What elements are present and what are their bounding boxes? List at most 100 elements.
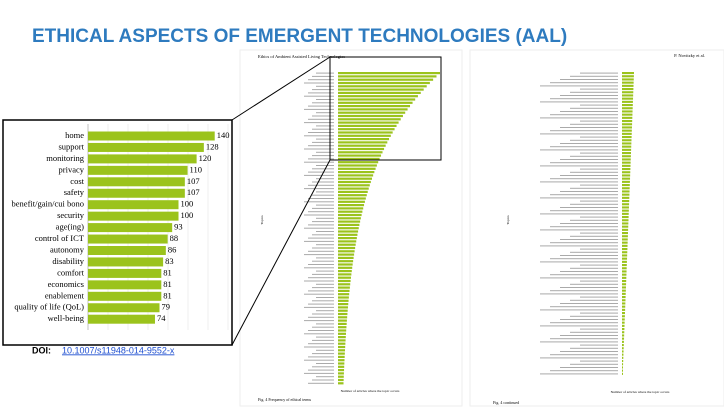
- thumbnail-bar: [338, 184, 370, 187]
- thumbnail-bar: [622, 216, 629, 219]
- thumbnail-bar: [622, 212, 629, 215]
- thumbnail-bar: [622, 78, 634, 81]
- thumbnail-bar: [622, 203, 630, 206]
- thumbnail-label: [304, 148, 334, 150]
- thumbnail-bar: [338, 114, 403, 118]
- thumbnail-label: [316, 244, 334, 246]
- thumbnail-label: [304, 372, 334, 374]
- page-header: P. Novitzky et al.: [674, 53, 705, 58]
- thumbnail-label: [540, 245, 618, 247]
- thumbnail-label: [560, 255, 618, 256]
- thumbnail-bar: [338, 250, 355, 253]
- thumbnail-bar: [622, 267, 627, 270]
- thumbnail-bar: [622, 139, 632, 142]
- thumbnail-label: [580, 136, 618, 138]
- thumbnail-bar: [338, 322, 347, 325]
- thumbnail-label: [304, 280, 334, 282]
- thumbnail-label: [550, 242, 618, 244]
- thumbnail-bar: [622, 363, 624, 366]
- thumbnail-label: [304, 122, 334, 124]
- thumbnail-bar: [622, 123, 633, 126]
- thumbnail-bar: [622, 321, 625, 324]
- thumbnail-bar: [338, 124, 397, 127]
- thumbnail-label: [308, 92, 334, 94]
- thumbnail-label: [312, 141, 334, 143]
- thumbnail-bar: [338, 286, 350, 289]
- thumbnail-label: [560, 207, 618, 208]
- thumbnail-label: [580, 200, 618, 202]
- thumbnail-bar: [338, 336, 346, 339]
- thumbnail-bar: [338, 223, 360, 226]
- thumbnail-label: [550, 306, 618, 308]
- thumbnail-bar: [338, 365, 345, 368]
- value-label: 93: [174, 222, 183, 232]
- thumbnail-label: [304, 188, 334, 190]
- page-thumbnail-bars: [304, 72, 440, 385]
- value-label: 120: [199, 153, 212, 163]
- thumbnail-bar: [622, 299, 626, 302]
- thumbnail-label: [560, 175, 618, 176]
- thumbnail-bar: [622, 88, 634, 91]
- thumbnail-bar: [622, 280, 627, 283]
- slide-title: ETHICAL ASPECTS OF EMERGENT TECHNOLOGIES…: [32, 26, 567, 47]
- thumbnail-bar: [338, 220, 361, 223]
- thumbnail-bar: [622, 334, 625, 337]
- doi-link[interactable]: 10.1007/s11948-014-9552-x: [62, 345, 175, 355]
- thumbnail-bar: [622, 180, 630, 183]
- thumbnail-label: [304, 108, 334, 110]
- thumbnail-bar: [338, 339, 346, 342]
- thumbnail-label: [560, 111, 618, 112]
- thumbnail-bar: [338, 190, 368, 193]
- page-header: Ethics of Ambient Assisted Living Techno…: [258, 54, 345, 59]
- thumbnail-label: [570, 123, 618, 125]
- thumbnail-bar: [622, 270, 627, 273]
- bar: [88, 211, 179, 221]
- thumbnail-bar: [338, 197, 366, 200]
- thumbnail-bar: [622, 356, 624, 359]
- thumbnail-bar: [622, 81, 634, 84]
- thumbnail-label: [312, 339, 334, 341]
- thumbnail-bar: [338, 91, 421, 94]
- y-tick-label: enablement: [45, 290, 85, 300]
- thumbnail-label: [316, 297, 334, 298]
- bar: [88, 223, 173, 233]
- thumbnail-bar: [622, 104, 633, 107]
- thumbnail-bar: [338, 207, 364, 210]
- thumbnail-label: [570, 251, 618, 253]
- bar: [88, 188, 185, 198]
- thumbnail-bar: [338, 349, 346, 352]
- thumbnail-label: [312, 234, 334, 236]
- thumbnail-bar: [622, 289, 626, 292]
- thumbnail-label: [312, 75, 334, 77]
- thumbnail-bar: [338, 283, 351, 286]
- thumbnail-label: [560, 287, 618, 288]
- y-tick-label: benefit/gain/cui bono: [12, 199, 84, 209]
- thumbnail-bar: [622, 132, 632, 135]
- thumbnail-bar: [338, 372, 344, 375]
- thumbnail-bar: [622, 308, 626, 311]
- thumbnail-label: [308, 343, 334, 345]
- thumbnail-bar: [338, 194, 367, 197]
- thumbnail-label: [570, 235, 618, 237]
- thumbnail-label: [308, 356, 334, 358]
- thumbnail-label: [316, 99, 334, 100]
- y-tick-label: quality of life (QoL): [14, 302, 84, 312]
- thumbnail-label: [540, 101, 618, 103]
- thumbnail-label: [580, 312, 618, 314]
- thumbnail-bar: [338, 260, 354, 263]
- thumbnail-bar: [622, 302, 626, 305]
- thumbnail-bar: [622, 244, 628, 247]
- thumbnail-bar: [622, 161, 631, 164]
- value-label: 110: [190, 164, 202, 174]
- thumbnail-bar: [622, 235, 628, 238]
- thumbnail-label: [316, 349, 334, 351]
- bar: [88, 154, 197, 164]
- thumbnail-label: [308, 105, 334, 107]
- thumbnail-label: [304, 359, 334, 361]
- thumbnail-bar: [338, 151, 383, 154]
- thumbnail-label: [316, 165, 334, 166]
- thumbnail-label: [580, 232, 618, 234]
- thumbnail-label: [308, 198, 334, 199]
- thumbnail-label: [570, 299, 618, 301]
